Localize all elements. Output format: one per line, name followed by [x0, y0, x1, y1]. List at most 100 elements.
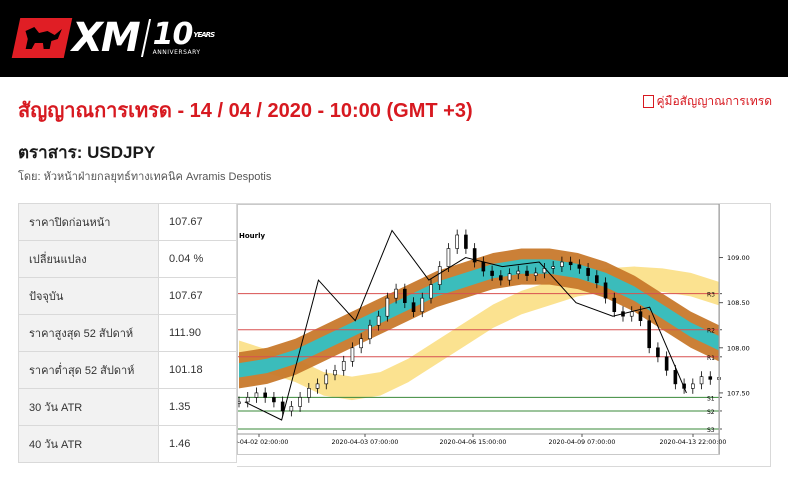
- candle-body: [333, 370, 337, 376]
- stat-value: 101.18: [158, 351, 237, 389]
- candle-body: [481, 261, 486, 272]
- candle-body: [691, 383, 695, 389]
- candle-body: [629, 311, 634, 317]
- stat-label: เปลี่ยนแปลง: [18, 240, 159, 278]
- chart-title: Hourly: [239, 232, 266, 240]
- candle-body: [341, 361, 346, 371]
- candle-body: [656, 347, 660, 358]
- stat-label: ราคาต่ำสุด 52 สัปดาห์: [18, 351, 159, 389]
- stat-label: 30 วัน ATR: [18, 388, 159, 426]
- candle-body: [673, 370, 678, 385]
- candle-body: [289, 406, 294, 412]
- stat-row: ราคาต่ำสุด 52 สัปดาห์ 101.18: [18, 351, 237, 389]
- candle-body: [359, 338, 363, 349]
- level-label-s1: S1: [707, 395, 715, 402]
- stat-label: ปัจจุบัน: [18, 277, 159, 315]
- candle-body: [464, 234, 468, 249]
- candle-body: [245, 397, 250, 403]
- stat-value: 107.67: [158, 277, 237, 315]
- candle-body: [577, 264, 582, 269]
- stat-row: เปลี่ยนแปลง 0.04 %: [18, 240, 237, 278]
- candle-body: [263, 392, 267, 398]
- candle-body: [403, 288, 407, 303]
- candle-body: [560, 261, 564, 267]
- candle-body: [638, 311, 643, 322]
- candle-body: [490, 270, 494, 276]
- candle-body: [411, 302, 416, 312]
- stat-value: 0.04 %: [158, 240, 237, 278]
- pdf-icon: [642, 95, 654, 108]
- instrument-heading: ตราสาร: USDJPY: [18, 143, 156, 162]
- page-title: สัญญาณการเทรด - 14 / 04 / 2020 - 10:00 (…: [18, 100, 473, 122]
- stat-value: 107.67: [158, 203, 237, 241]
- candle-body: [315, 383, 320, 389]
- x-tick-label: 2020-04-03 07:00:00: [332, 439, 399, 446]
- x-tick-label: 20-04-02 02:00:00: [237, 439, 288, 446]
- stat-value: 1.35: [158, 388, 237, 426]
- slow-moving-band: [239, 266, 719, 401]
- xm-logo-text: XM: [72, 15, 141, 61]
- inner-moving-band: [239, 259, 719, 378]
- candle-body: [385, 297, 390, 317]
- signal-guide-link[interactable]: คู่มือสัญญาณการเทรด: [642, 92, 773, 111]
- candle-body: [603, 282, 608, 299]
- y-tick-label: 109.00: [727, 254, 750, 262]
- level-label-s2: S2: [707, 409, 715, 416]
- candle-body: [280, 401, 285, 412]
- x-tick-label: 2020-04-13 22:00:00: [660, 439, 727, 446]
- candle-body: [595, 275, 599, 284]
- level-label-r1: R1: [707, 355, 715, 362]
- candle-body: [254, 392, 259, 398]
- candle-body: [376, 315, 381, 326]
- stat-label: 40 วัน ATR: [18, 425, 159, 463]
- candle-body: [551, 266, 555, 269]
- candle-body: [699, 376, 704, 385]
- candle-body: [472, 248, 477, 263]
- candle-body: [708, 376, 713, 380]
- logo-divider: [140, 19, 151, 57]
- candle-body: [307, 388, 311, 398]
- candle-body: [272, 397, 276, 403]
- candle-body: [394, 288, 398, 299]
- candle-body: [350, 347, 355, 362]
- candle-body: [664, 356, 669, 371]
- candle-body: [437, 266, 442, 285]
- candle-body: [612, 297, 617, 312]
- candle-body: [455, 234, 459, 249]
- candle-body: [516, 270, 521, 275]
- y-tick-label: 107.50: [727, 389, 750, 397]
- stat-row: ราคาปิดก่อนหน้า 107.67: [18, 203, 237, 241]
- stat-label: ราคาปิดก่อนหน้า: [18, 203, 159, 241]
- x-tick-label: 2020-04-09 07:00:00: [549, 439, 616, 446]
- anniversary-years: YEARS: [193, 30, 215, 39]
- signal-guide-label: คู่มือสัญญาณการเทรด: [656, 94, 773, 108]
- level-label-s3: S3: [707, 427, 715, 434]
- candle-body: [568, 261, 573, 266]
- stat-value: 1.46: [158, 425, 237, 463]
- x-tick-label: 2020-04-06 15:00:00: [440, 439, 507, 446]
- candle-body: [507, 273, 512, 281]
- stat-value: 111.90: [158, 314, 237, 352]
- zigzag-line: [244, 229, 687, 421]
- candle-body: [525, 270, 529, 276]
- candle-body: [647, 320, 651, 349]
- anniversary-badge: 10YEARS ANNIVERSARY: [153, 19, 215, 56]
- y-tick-label: 108.00: [727, 344, 750, 352]
- stat-row: ราคาสูงสุด 52 สัปดาห์ 111.90: [18, 314, 237, 352]
- y-tick-label: 108.50: [727, 299, 750, 307]
- candle-body: [368, 324, 372, 340]
- candle-body: [533, 272, 538, 276]
- price-chart: R3 R2 R1 S1 S2 S3 Hourly 109.00 108.50 108.00 107…: [230, 203, 771, 467]
- stat-label: ราคาสูงสุด 52 สัปดาห์: [18, 314, 159, 352]
- level-label-r3: R3: [707, 292, 715, 299]
- level-label-r2: R2: [707, 328, 715, 335]
- xm-logo[interactable]: XM 10YEARS ANNIVERSARY: [11, 14, 215, 62]
- candle-body: [446, 248, 451, 267]
- candle-body: [499, 275, 503, 281]
- stat-row: ปัจจุบัน 107.67: [18, 277, 237, 315]
- stat-row: 40 วัน ATR 1.46: [18, 425, 237, 463]
- candle-body: [298, 397, 302, 407]
- candle-body: [429, 284, 433, 299]
- candle-body: [586, 268, 590, 276]
- stat-row: 30 วัน ATR 1.35: [18, 388, 237, 426]
